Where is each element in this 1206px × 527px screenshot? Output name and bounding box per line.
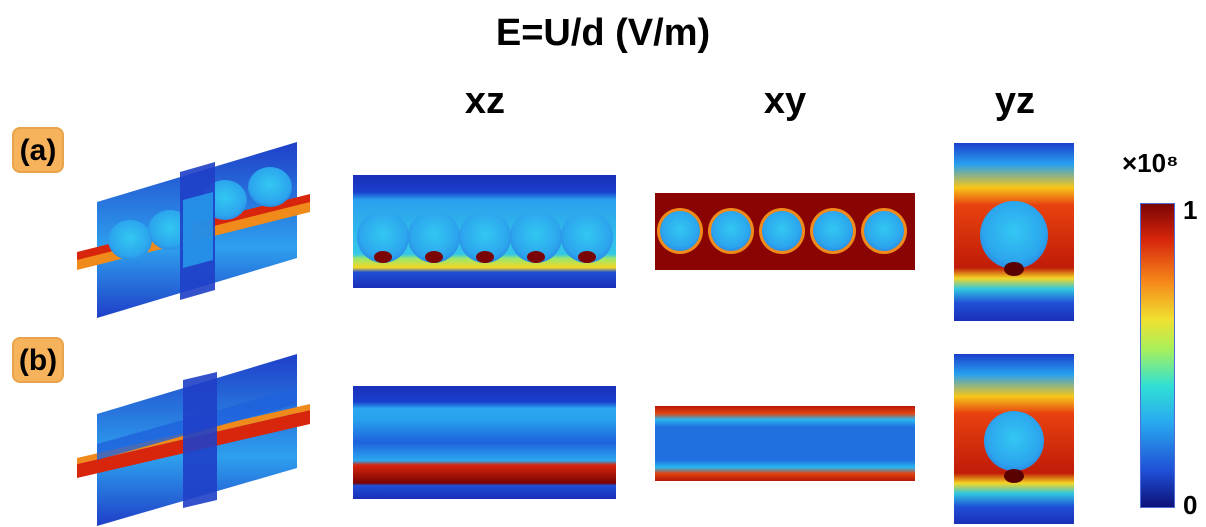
column-header-xy: xy bbox=[763, 80, 807, 122]
row-a-xz-slice bbox=[353, 175, 616, 288]
column-header-xz: xz bbox=[464, 80, 506, 122]
row-b-xy-slice bbox=[655, 406, 915, 481]
row-a-3d-slice-view bbox=[77, 142, 310, 318]
row-label-b: (b) bbox=[12, 337, 64, 383]
column-header-yz: yz bbox=[994, 80, 1036, 122]
colorbar-multiplier: ×10⁸ bbox=[1122, 148, 1179, 178]
colorbar bbox=[1140, 203, 1175, 508]
colorbar-min-label: 0 bbox=[1183, 490, 1198, 520]
row-b-yz-slice bbox=[954, 354, 1074, 524]
row-b-3d-slice-view bbox=[77, 354, 310, 526]
row-b-xz-slice bbox=[353, 386, 616, 499]
colorbar-max-label: 1 bbox=[1183, 195, 1198, 225]
row-a-yz-slice bbox=[954, 143, 1074, 321]
figure-title: E=U/d (V/m) bbox=[495, 12, 711, 54]
row-label-a: (a) bbox=[12, 127, 64, 173]
row-a-xy-slice bbox=[655, 193, 915, 270]
